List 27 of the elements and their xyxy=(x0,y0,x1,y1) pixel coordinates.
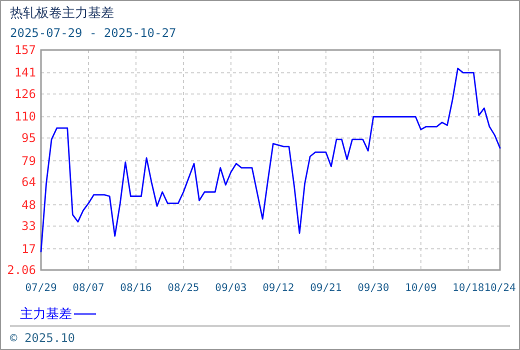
x-tick-label: 08/16 xyxy=(120,282,152,294)
legend-label: 主力基差 xyxy=(20,306,72,322)
y-tick-label: 64 xyxy=(22,175,36,190)
x-tick-label: 09/03 xyxy=(215,282,247,294)
text: © 2025.10 xyxy=(10,331,76,345)
x-tick-label: 10/24 xyxy=(484,282,516,294)
y-tick-label: 126 xyxy=(14,87,36,102)
x-tick-label: 08/25 xyxy=(168,282,200,294)
x-tick-label: 08/07 xyxy=(72,282,104,294)
y-tick-label: 2.06 xyxy=(7,263,36,277)
y-tick-label: 110 xyxy=(14,110,36,124)
y-tick-label: 157 xyxy=(14,43,36,57)
x-tick-label: 10/18 xyxy=(452,282,484,294)
x-tick-label: 09/21 xyxy=(310,282,342,294)
y-tick-label: 79 xyxy=(22,154,36,168)
y-tick-label: 48 xyxy=(22,198,36,212)
chart-title: 热轧板卷主力基差 xyxy=(10,5,114,21)
x-tick-label: 09/30 xyxy=(358,282,390,294)
line-series xyxy=(40,68,501,252)
x-tick-label: 09/12 xyxy=(262,282,294,294)
y-tick-label: 17 xyxy=(22,242,36,256)
x-tick-label: 10/09 xyxy=(405,282,437,294)
x-tick-label: 07/29 xyxy=(25,282,57,294)
y-tick-label: 141 xyxy=(14,66,36,80)
chart-subtitle: 2025-07-29 - 2025-10-27 xyxy=(10,26,176,40)
y-tick-label: 33 xyxy=(22,219,36,234)
y-tick-label: 95 xyxy=(22,131,36,146)
